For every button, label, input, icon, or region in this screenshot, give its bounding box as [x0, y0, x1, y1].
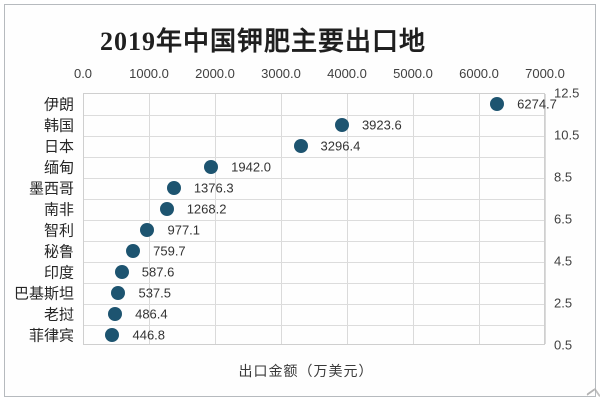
data-point-value-label: 587.6 — [141, 264, 175, 280]
vertical-gridline — [281, 94, 282, 344]
x-tick-label: 7000.0 — [525, 66, 565, 81]
data-point-dot — [293, 138, 308, 153]
data-point-dot — [114, 264, 129, 279]
horizontal-gridline — [84, 324, 544, 326]
horizontal-gridline — [84, 282, 544, 284]
x-axis-title: 出口金额（万美元） — [238, 363, 374, 379]
secondary-y-tick-label: 8.5 — [554, 169, 573, 185]
data-point-value-label: 6274.7 — [517, 96, 557, 112]
category-label: 伊朗 — [43, 97, 74, 113]
category-label: 墨西哥 — [28, 181, 74, 197]
data-point-value-label: 3923.6 — [361, 117, 402, 133]
horizontal-gridline — [84, 177, 544, 179]
secondary-y-tick-label: 4.5 — [554, 253, 573, 269]
vertical-gridline — [479, 94, 480, 344]
x-tick-label: 6000.0 — [459, 66, 499, 81]
data-point-dot — [126, 243, 141, 258]
x-tick-label: 2000.0 — [195, 66, 235, 81]
data-point-value-label: 486.4 — [135, 306, 168, 322]
data-point-value-label: 759.7 — [153, 243, 186, 259]
secondary-y-tick-label: 6.5 — [554, 211, 573, 227]
category-label: 南非 — [43, 202, 74, 218]
vertical-gridline — [413, 94, 414, 344]
data-point-dot — [166, 180, 181, 195]
data-point-dot — [111, 285, 126, 300]
horizontal-gridline — [84, 219, 544, 221]
horizontal-gridline — [84, 114, 544, 116]
data-point-dot — [108, 306, 123, 321]
data-point-value-label: 1942.0 — [231, 159, 271, 175]
data-point-value-label: 446.8 — [132, 327, 166, 343]
category-label: 印度 — [43, 265, 74, 281]
category-label: 智利 — [43, 223, 74, 239]
data-point-value-label: 1376.3 — [193, 180, 234, 196]
horizontal-gridline — [84, 240, 544, 242]
data-point-dot — [490, 96, 505, 111]
category-label: 老挝 — [43, 307, 74, 323]
secondary-y-tick-label: 2.5 — [554, 295, 573, 311]
horizontal-gridline — [84, 261, 544, 263]
category-label: 韩国 — [43, 118, 74, 134]
category-label: 日本 — [43, 139, 74, 155]
data-point-dot — [334, 117, 349, 132]
category-label: 菲律宾 — [28, 328, 74, 344]
data-point-value-label: 3296.4 — [320, 138, 361, 154]
secondary-y-tick-label: 10.5 — [554, 127, 580, 143]
data-point-dot — [140, 222, 155, 237]
x-tick-label: 5000.0 — [393, 66, 433, 81]
horizontal-gridline — [84, 303, 544, 305]
secondary-y-tick-label: 12.5 — [554, 85, 580, 101]
x-tick-label: 4000.0 — [327, 66, 367, 81]
x-tick-label: 0.0 — [73, 66, 93, 81]
horizontal-gridline — [84, 135, 544, 137]
category-label: 秘鲁 — [43, 244, 74, 260]
data-point-dot — [105, 327, 120, 342]
horizontal-gridline — [84, 198, 544, 200]
category-label: 缅甸 — [43, 160, 74, 176]
x-tick-label: 1000.0 — [129, 66, 169, 81]
x-tick-label: 3000.0 — [261, 66, 301, 81]
vertical-gridline — [215, 94, 216, 344]
data-point-value-label: 977.1 — [167, 222, 201, 238]
horizontal-gridline — [84, 156, 544, 158]
data-point-dot — [204, 159, 219, 174]
vertical-gridline — [149, 94, 150, 344]
data-point-dot — [159, 201, 174, 216]
vertical-gridline — [347, 94, 348, 344]
plot-area — [83, 93, 546, 345]
category-label: 巴基斯坦 — [13, 286, 74, 302]
vertical-gridline — [545, 94, 546, 344]
secondary-y-tick-label: 0.5 — [554, 337, 573, 353]
data-point-value-label: 537.5 — [138, 285, 172, 301]
data-point-value-label: 1268.2 — [186, 201, 227, 217]
chart-title: 2019年中国钾肥主要出口地 — [99, 27, 427, 56]
